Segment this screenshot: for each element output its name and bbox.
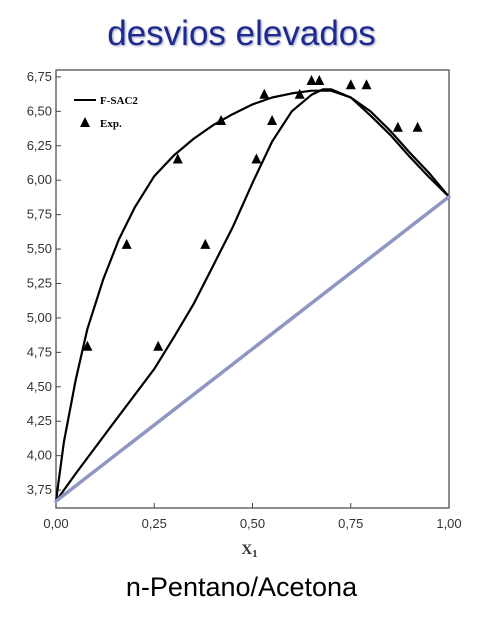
chart-caption: n-Pentano/Acetona [125,572,358,602]
y-tick-label: 6,50 [27,103,52,118]
data-point-exp [294,88,305,99]
data-point-exp [412,121,423,132]
y-tick-label: 4,50 [27,379,52,394]
y-tick-label: 6,75 [27,69,52,84]
y-tick-label: 6,00 [27,172,52,187]
data-point-exp [392,121,403,132]
data-point-exp [121,238,132,249]
data-point-exp [306,75,317,85]
y-tick-label: 5,75 [27,207,52,222]
data-point-exp [200,238,211,249]
legend-marker-swatch [80,117,90,127]
chart-series [54,75,451,503]
x-axis-label: X1 [241,542,257,560]
chart-title: desvios elevados [107,14,376,53]
chart-legend: F-SAC2 Exp. [74,95,138,130]
ideal-line [54,194,451,503]
y-tick-label: 5,50 [27,241,52,256]
data-point-exp [153,340,164,351]
data-point-exp [251,153,262,164]
data-point-exp [259,88,270,99]
y-tick-label: 4,25 [27,413,52,428]
y-tick-label: 4,75 [27,344,52,359]
legend-label-f-sac2: F-SAC2 [100,95,138,107]
y-tick-label: 5,00 [27,310,52,325]
x-tick-label: 0,25 [142,516,167,531]
x-tick-label: 0,50 [240,516,265,531]
y-tick-label: 3,75 [27,482,52,497]
chart-axes: 3,75 4,00 4,25 4,50 4,75 5,00 5,25 5,50 5,75 6,00… [27,69,462,560]
x-tick-label: 1,00 [436,516,461,531]
y-tick-label: 6,25 [27,138,52,153]
x-tick-label: 0,00 [43,516,68,531]
series-line-f-sac2 [54,89,451,503]
x-tick-label: 0,75 [338,516,363,531]
data-point-exp [82,340,93,351]
data-point-exp [345,79,356,90]
data-point-exp [314,75,325,85]
series-line-f-sac2 [54,88,451,503]
y-tick-label: 4,00 [27,448,52,463]
legend-label-exp: Exp. [100,118,122,130]
data-point-exp [361,79,372,90]
data-point-exp [172,153,183,164]
data-point-exp [216,115,227,125]
data-point-exp [267,115,278,125]
y-tick-label: 5,25 [27,275,52,290]
